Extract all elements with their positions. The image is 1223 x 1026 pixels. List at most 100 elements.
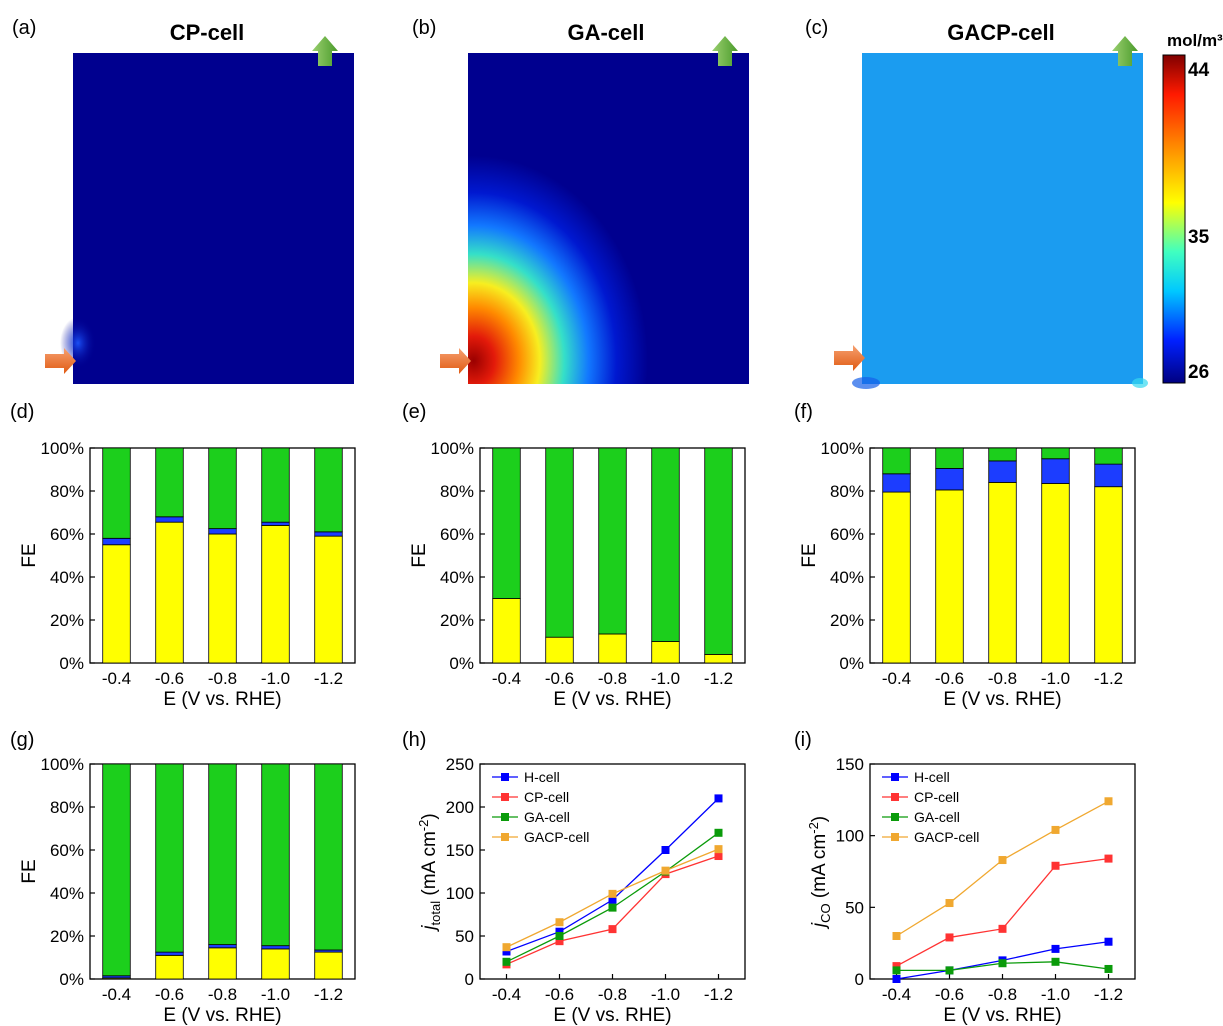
x-axis-label: E (V vs. RHE) [163,1005,281,1026]
x-tick-label: -0.8 [988,985,1017,1004]
x-tick-label: -1.2 [1094,985,1123,1004]
bar-segment-yellow [208,947,237,980]
data-point [555,937,564,946]
x-tick-label: -1.2 [314,985,343,1004]
bar-segment-blue [1094,463,1123,488]
data-point [945,966,954,975]
data-point [714,852,723,861]
y-tick-label: 20% [440,611,474,630]
data-point [945,899,954,908]
x-axis-label: E (V vs. RHE) [943,1005,1061,1026]
chart-fe-cp-cell: (d) 0% 20% 40% 60% 80% 100% -0.4 -0.6 -0.8 -1.0 -1.… [10,401,356,710]
x-axis-label: E (V vs. RHE) [553,1005,671,1026]
legend-label: H-cell [524,769,560,785]
bar-segment-green [492,447,521,599]
data-point [1051,825,1060,834]
panel-label: (d) [10,401,34,423]
legend-label: GACP-cell [524,829,589,845]
bar-segment-blue [208,528,237,535]
y-tick-label: 0 [855,970,864,989]
x-tick-label: -1.0 [261,669,290,688]
bar-segment-green [1041,447,1070,460]
x-tick-label: -0.4 [492,985,521,1004]
data-point [1051,957,1060,966]
y-tick-label: 0 [465,970,474,989]
panel-label-b: (b) [412,17,436,39]
bar-segment-yellow [882,491,911,664]
bar-segment-yellow [492,598,521,664]
outlet-arrow-icon [1112,36,1138,66]
legend-label: GACP-cell [914,829,979,845]
y-axis-label: FE [19,859,40,883]
panel-label: (h) [402,729,426,751]
bar-segment-yellow [102,544,131,664]
data-point [892,975,901,983]
chart-j-total: (h) 0 50 100 150 200 250 -0.4 -0.6 -0.8 -1.0 -1.2 E … [402,729,746,1026]
y-tick-label: 100 [446,884,474,903]
y-tick-label: 150 [836,755,864,774]
data-point [608,903,617,912]
x-tick-label: -0.4 [882,669,911,688]
y-tick-label: 20% [50,927,84,946]
legend-marker [501,793,509,801]
legend-marker [501,773,509,781]
data-point [714,828,723,837]
bar-segment-green [545,447,574,638]
y-tick-label: 100% [821,439,864,458]
x-tick-label: -1.0 [1041,669,1070,688]
y-tick-label: 100% [431,439,474,458]
y-axis-label: jCO (mA cm-2) [806,816,833,930]
y-tick-label: 40% [50,568,84,587]
y-tick-label: 40% [830,568,864,587]
bar-segment-green [155,763,184,953]
y-tick-label: 40% [50,884,84,903]
data-point [892,932,901,940]
panel-label-a: (a) [12,17,36,39]
bar-segment-green [261,447,290,523]
data-point [714,794,723,803]
bar-segment-blue [935,468,964,491]
bar-segment-blue [988,460,1017,483]
x-tick-label: -1.2 [704,669,733,688]
outlet-arrow-icon [312,36,338,66]
chart-j-co: (i) 0 50 100 150 -0.4 -0.6 -0.8 -1.0 -1.2 E (V vs.… [794,729,1136,1026]
bar-segment-yellow [598,633,627,664]
bar-segment-blue [882,473,911,493]
bar-segment-green [155,447,184,518]
legend-marker [891,813,899,821]
x-tick-label: -0.6 [935,985,964,1004]
bar-segment-yellow [988,481,1017,664]
panel-label: (g) [10,729,34,751]
x-tick-label: -0.6 [545,985,574,1004]
y-tick-label: 60% [830,525,864,544]
bar-segment-green [1094,447,1123,465]
chart-fe-gacp-cell: (f) 0% 20% 40% 60% 80% 100% -0.4 -0.6 -0.8 -1.0 -1.… [794,401,1136,710]
bar-segment-yellow [155,521,184,664]
y-axis-label: FE [409,543,430,567]
x-tick-label: -0.8 [598,669,627,688]
colorbar-tick: 35 [1188,227,1210,248]
inlet-arrow-icon [440,348,471,374]
y-tick-label: 0% [839,654,864,673]
x-tick-label: -0.8 [208,985,237,1004]
bar-segment-green [102,447,131,539]
bar-segment-yellow [935,489,964,664]
data-point [608,895,617,904]
map-cp-cell [73,53,354,384]
x-tick-label: -1.2 [314,669,343,688]
bar-segment-yellow [261,525,290,664]
panel-label-c: (c) [805,17,828,39]
data-point [608,889,617,898]
map-title-ga: GA-cell [567,20,644,45]
x-axis-label: E (V vs. RHE) [943,689,1061,710]
map-title-cp: CP-cell [170,20,245,45]
legend-marker [891,793,899,801]
legend-marker [891,833,899,841]
x-axis-label: E (V vs. RHE) [163,689,281,710]
y-tick-label: 100% [41,439,84,458]
x-tick-label: -1.0 [261,985,290,1004]
bar-segment-yellow [1041,483,1070,664]
map-gacp-cell [862,53,1143,384]
data-point [502,957,511,966]
